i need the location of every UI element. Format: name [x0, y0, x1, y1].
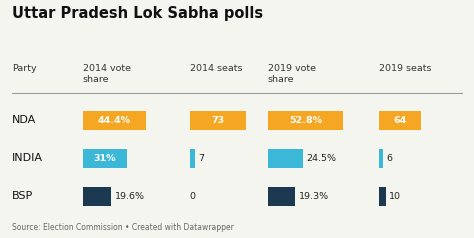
Text: 7: 7: [198, 154, 204, 163]
Text: BSP: BSP: [12, 191, 33, 201]
Text: 2019 seats: 2019 seats: [379, 64, 432, 73]
Text: 24.5%: 24.5%: [306, 154, 337, 163]
Text: 64: 64: [393, 116, 407, 125]
Text: Source: Election Commission • Created with Datawrapper: Source: Election Commission • Created wi…: [12, 223, 234, 232]
Text: 0: 0: [190, 192, 196, 201]
Text: 19.3%: 19.3%: [299, 192, 329, 201]
Text: 6: 6: [386, 154, 392, 163]
Text: Party: Party: [12, 64, 36, 73]
Text: 2014 vote
share: 2014 vote share: [83, 64, 131, 84]
Text: 2014 seats: 2014 seats: [190, 64, 242, 73]
Text: INDIA: INDIA: [12, 153, 43, 163]
Text: 10: 10: [389, 192, 401, 201]
Text: NDA: NDA: [12, 115, 36, 125]
Text: 31%: 31%: [94, 154, 116, 163]
Text: 73: 73: [211, 116, 224, 125]
Text: 44.4%: 44.4%: [98, 116, 131, 125]
Text: 52.8%: 52.8%: [289, 116, 322, 125]
Text: 19.6%: 19.6%: [115, 192, 145, 201]
Text: 2019 vote
share: 2019 vote share: [268, 64, 316, 84]
Text: Uttar Pradesh Lok Sabha polls: Uttar Pradesh Lok Sabha polls: [12, 6, 263, 21]
